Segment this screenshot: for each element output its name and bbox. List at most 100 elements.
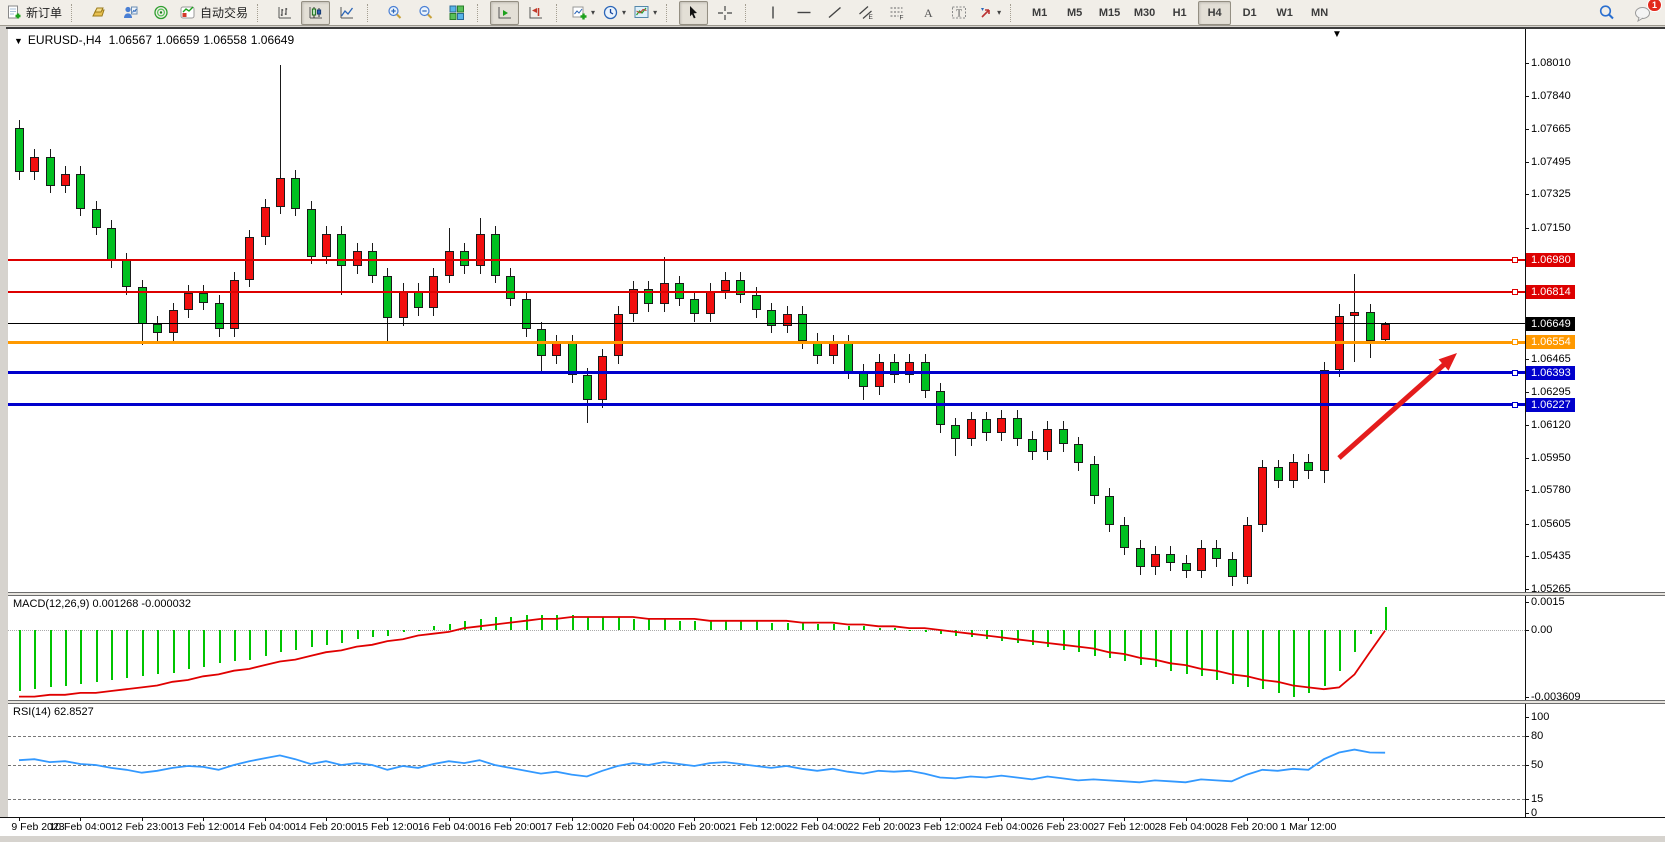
time-axis-label: 14 Feb 04:00 — [233, 821, 296, 833]
time-axis-label: 21 Feb 12:00 — [724, 821, 787, 833]
macd-histogram-bar — [970, 630, 973, 638]
fibonacci-tool-button[interactable]: F — [882, 1, 911, 25]
price-level-line-1.06980[interactable] — [8, 259, 1525, 262]
time-axis-tick — [571, 817, 573, 821]
templates-button[interactable]: ▾ — [631, 1, 660, 25]
price-level-line-1.06393[interactable] — [8, 371, 1525, 375]
macd-histogram-bar — [1154, 630, 1157, 667]
timeframe-w1-button[interactable]: W1 — [1276, 6, 1293, 19]
cursor-button[interactable] — [679, 0, 709, 25]
periods-clock-icon — [603, 5, 619, 21]
templates-icon — [634, 5, 650, 21]
macd-histogram-bar — [448, 624, 451, 630]
arrows-dropdown-caret[interactable]: ▾ — [997, 8, 1002, 17]
tile-windows-button[interactable] — [442, 1, 471, 25]
timeframe-mn-button[interactable]: MN — [1311, 6, 1329, 19]
line-handle[interactable] — [1512, 257, 1518, 264]
macd-histogram-bar — [1093, 630, 1096, 656]
macd-histogram-bar — [940, 630, 942, 634]
auto-scroll-button[interactable] — [490, 0, 520, 25]
indicators-button[interactable]: ▾ — [569, 1, 598, 25]
timeframe-h4-button[interactable]: H4 — [1198, 0, 1232, 25]
line-handle[interactable] — [1512, 289, 1518, 296]
timeframe-m5-button[interactable]: M5 — [1066, 6, 1083, 19]
templates-dropdown-caret[interactable]: ▾ — [653, 8, 658, 17]
price-level-line-1.06814[interactable] — [8, 291, 1525, 294]
candlestick-type-button[interactable] — [301, 0, 331, 25]
price-level-line-1.06554[interactable] — [8, 340, 1525, 344]
rsi-indicator-panel[interactable] — [8, 704, 1525, 817]
data-window-button[interactable] — [115, 1, 144, 25]
chart-context-dropdown-icon[interactable]: ▼ — [1332, 29, 1342, 40]
price-axis[interactable] — [1525, 29, 1665, 817]
equidistant-channel-tool-button[interactable]: E — [851, 1, 880, 25]
main-chart-area[interactable] — [8, 29, 1525, 592]
new-order-button[interactable]: 新订单 — [3, 1, 65, 25]
indicators-dropdown-caret[interactable]: ▾ — [591, 8, 596, 17]
macd-histogram-bar — [279, 630, 282, 653]
timeframe-d1-button[interactable]: D1 — [1242, 6, 1257, 19]
time-axis[interactable] — [0, 817, 1665, 836]
line-handle[interactable] — [1512, 401, 1518, 408]
rsi-axis-label: 80 — [1531, 730, 1544, 743]
text-tool-button[interactable]: A — [913, 1, 942, 25]
symbol-dropdown-icon[interactable]: ▼ — [14, 36, 23, 46]
navigator-button[interactable] — [146, 1, 175, 25]
macd-histogram-bar — [648, 618, 651, 630]
macd-histogram-bar — [525, 615, 528, 630]
horizontal-line-icon — [796, 5, 812, 21]
timeframe-m1-button[interactable]: M1 — [1031, 6, 1048, 19]
text-label-tool-button[interactable]: T — [944, 1, 973, 25]
candle — [199, 292, 209, 303]
arrows-tool-button[interactable]: ▾ — [975, 1, 1004, 25]
horizontal-line-tool-button[interactable] — [789, 1, 818, 25]
candle — [107, 227, 117, 261]
macd-label: MACD(12,26,9) 0.001268 -0.000032 — [13, 598, 191, 610]
time-axis-tick — [940, 817, 941, 821]
macd-histogram-bar — [663, 618, 666, 630]
auto-trading-button[interactable]: 自动交易 — [177, 1, 251, 25]
bar-chart-type-button[interactable] — [270, 1, 299, 25]
timeframe-m15-button[interactable]: M15 — [1098, 6, 1121, 19]
rsi-level-15 — [8, 798, 1525, 800]
timeframe-h1-button[interactable]: H1 — [1172, 6, 1187, 19]
macd-histogram-bar — [986, 630, 989, 640]
price-axis-tick — [1525, 556, 1529, 558]
toolbar-separator — [666, 3, 674, 22]
macd-histogram-bar — [433, 626, 436, 630]
notifications-button[interactable]: 1 — [1627, 0, 1662, 25]
macd-histogram-bar — [709, 620, 712, 630]
macd-histogram-bar — [1032, 630, 1035, 645]
candle — [398, 291, 408, 318]
macd-histogram-bar — [1369, 630, 1372, 634]
crosshair-button[interactable] — [710, 1, 739, 25]
panel-separator[interactable] — [8, 700, 1665, 704]
chart-shift-button[interactable] — [521, 1, 550, 25]
macd-histogram-bar — [1231, 630, 1234, 684]
line-chart-type-button[interactable] — [332, 1, 361, 25]
panel-separator[interactable] — [8, 592, 1665, 596]
zoom-in-button[interactable] — [380, 1, 409, 25]
timeframe-m30-button[interactable]: M30 — [1133, 6, 1156, 19]
price-axis-tick — [1525, 194, 1529, 196]
line-handle[interactable] — [1512, 369, 1518, 376]
candle — [229, 279, 239, 330]
price-level-line-1.06227[interactable] — [8, 403, 1525, 407]
macd-histogram-bar — [402, 630, 405, 632]
price-axis-label: 1.05605 — [1531, 517, 1571, 530]
periods-button[interactable]: ▾ — [600, 1, 629, 25]
rsi-axis-tick — [1525, 736, 1529, 738]
macd-histogram-bar — [755, 620, 758, 630]
trendline-tool-button[interactable] — [820, 1, 849, 25]
macd-histogram-bar — [863, 626, 866, 630]
line-handle[interactable] — [1512, 339, 1518, 345]
periods-dropdown-caret[interactable]: ▾ — [622, 8, 627, 17]
vertical-line-tool-button[interactable] — [758, 1, 787, 25]
price-level-line-1.06649[interactable] — [8, 323, 1525, 325]
market-watch-button[interactable] — [84, 1, 113, 25]
search-button[interactable] — [1591, 1, 1620, 25]
candle — [1120, 524, 1130, 548]
candle — [1166, 553, 1176, 564]
zoom-out-button[interactable] — [411, 1, 440, 25]
macd-histogram-bar — [602, 617, 605, 630]
